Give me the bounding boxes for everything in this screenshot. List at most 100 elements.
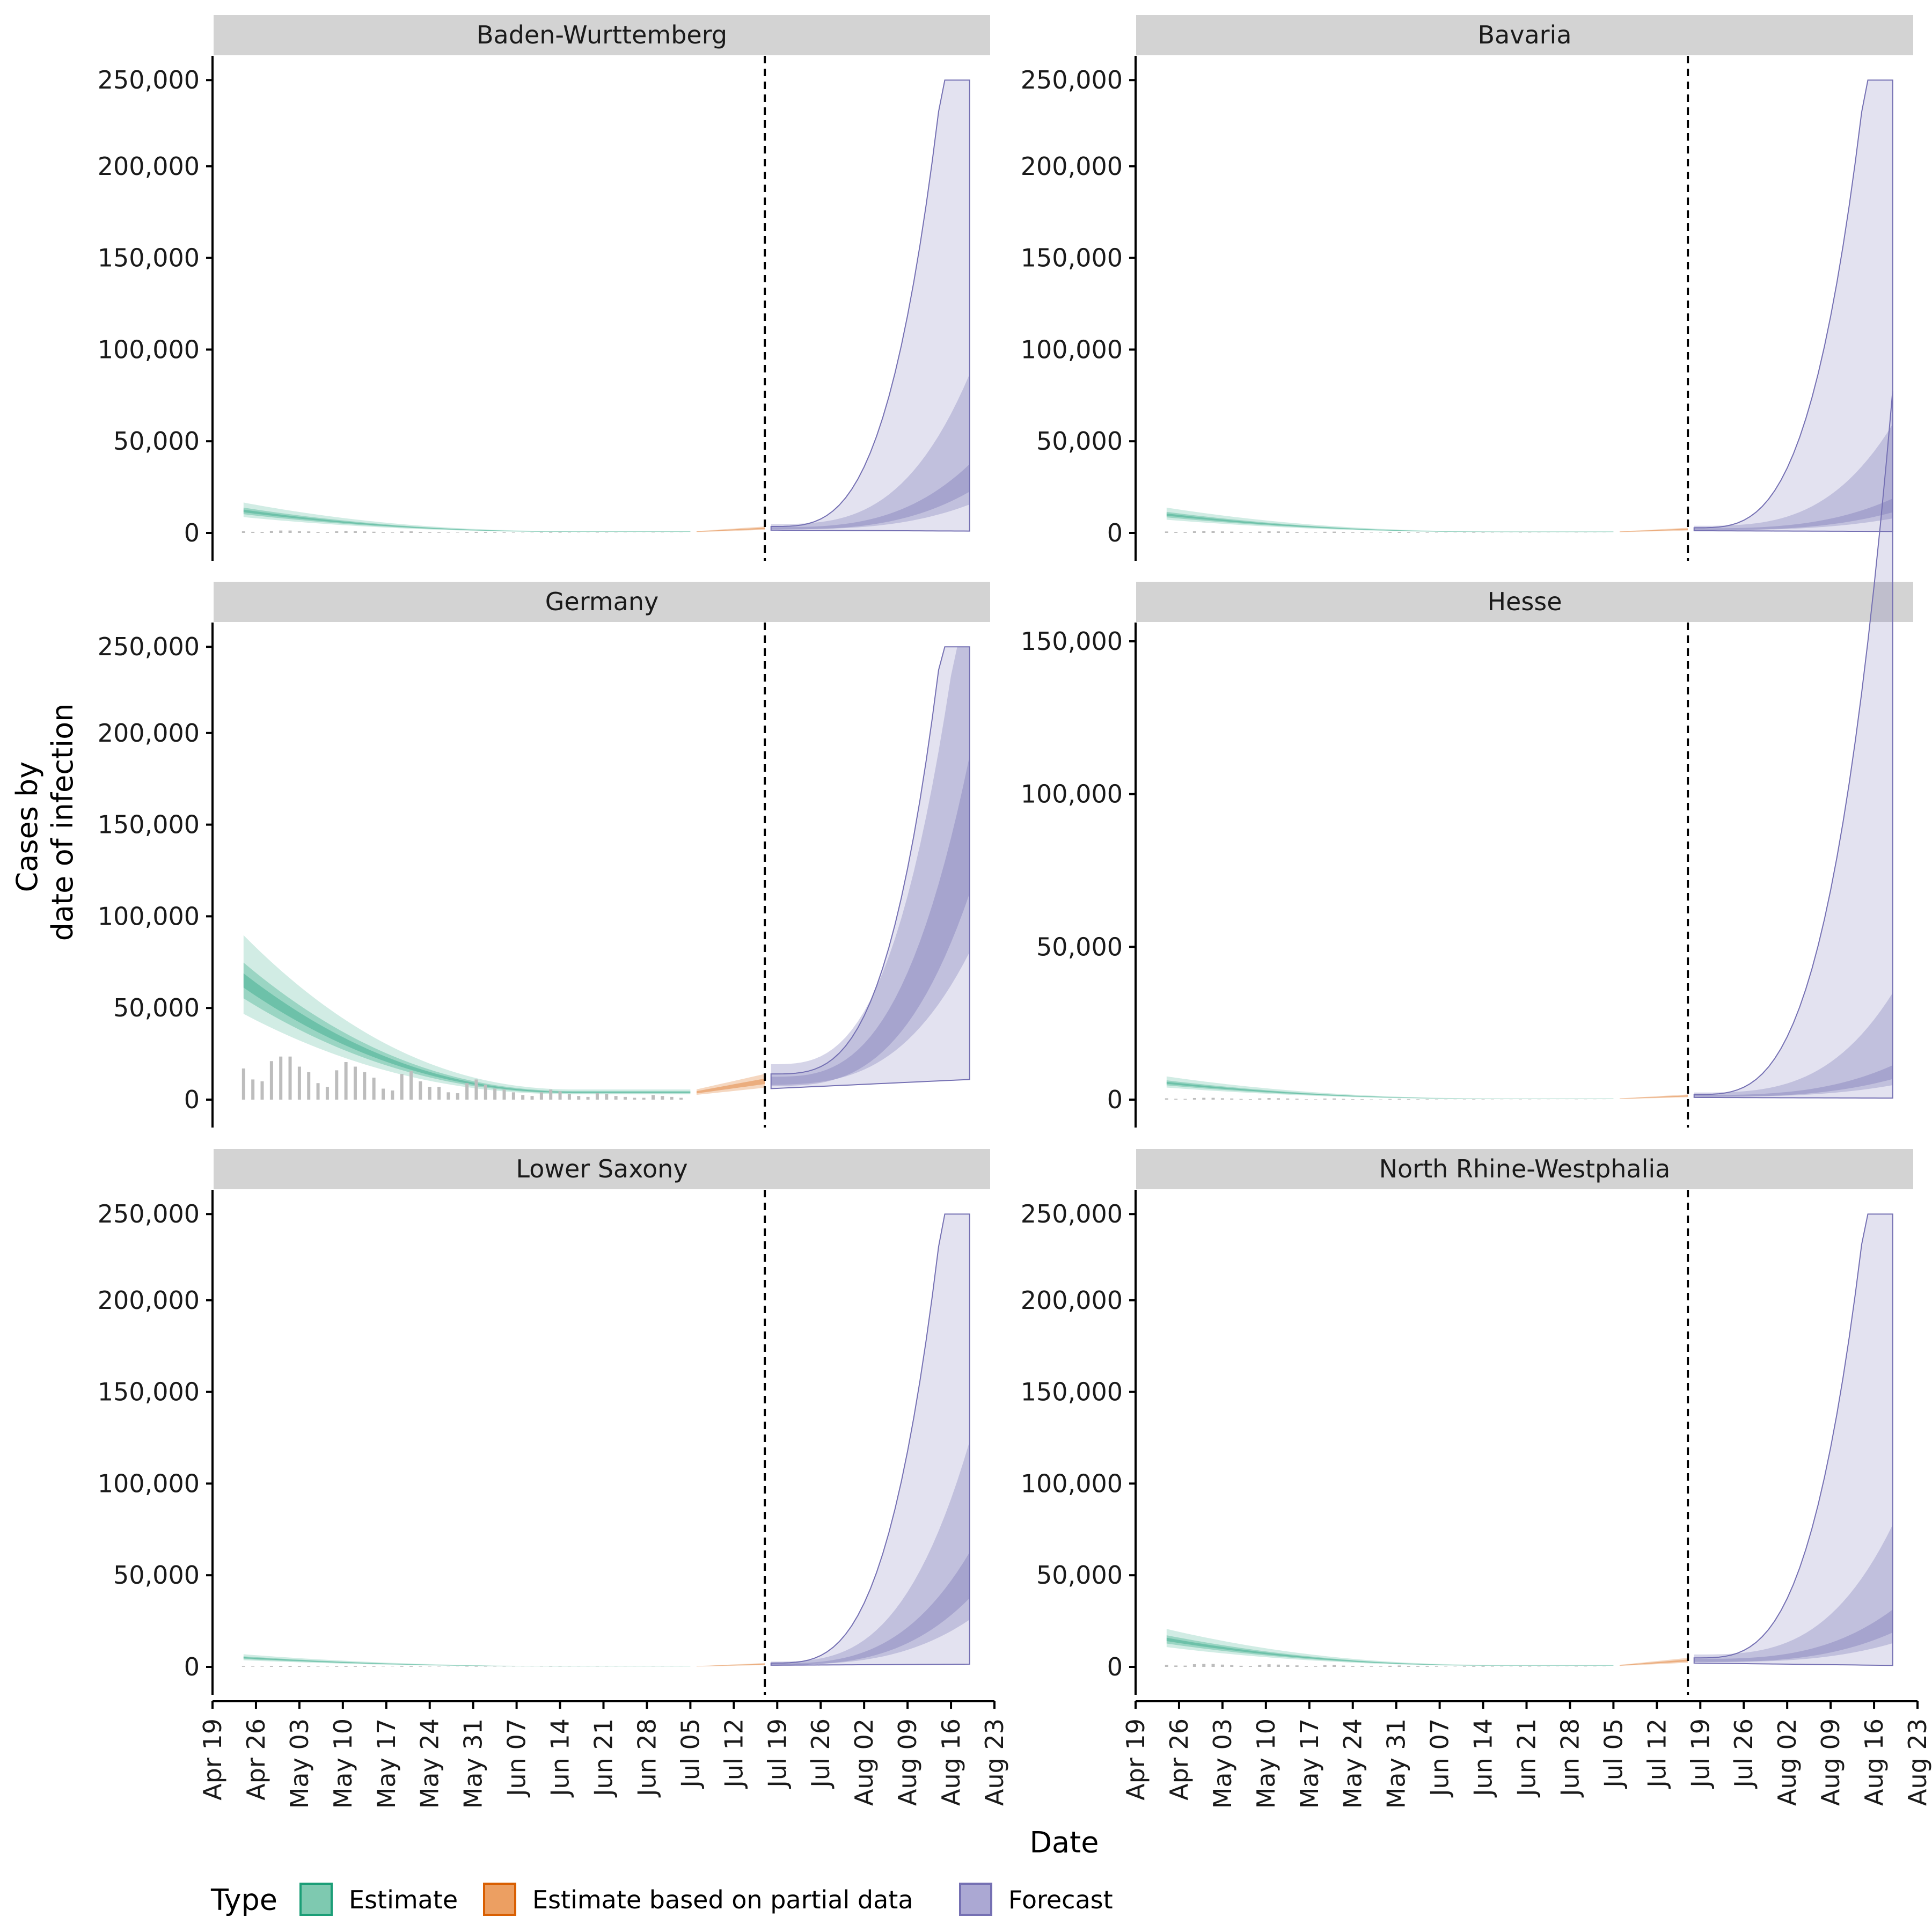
reported-case-bar [1276,1664,1280,1667]
reported-case-bar [307,1666,311,1667]
reported-case-bar [1360,1666,1364,1667]
y-tick-label: 200,000 [1021,152,1123,181]
reported-case-bar [316,1083,320,1100]
partial-band-90 [1619,528,1688,532]
estimate-band-20 [243,509,691,532]
x-tick-label: May 10 [328,1718,357,1809]
forecast-band-20 [771,1552,970,1665]
legend-item: Estimate [299,1883,458,1916]
facet-strip: Baden-Wurttemberg [214,15,990,55]
x-tick-label: Aug 02 [850,1718,879,1806]
reported-case-bar [1248,1099,1252,1100]
y-tick-label: 100,000 [98,335,200,364]
forecast-band-50 [771,374,970,530]
reported-case-bar [1183,532,1187,533]
partial-band-50 [1619,1095,1688,1099]
x-tick-label: Jul 12 [719,1718,748,1789]
reported-case-bar [260,1666,264,1667]
reported-case-bar [493,532,497,533]
reported-case-bar [549,532,553,533]
reported-case-bar [1258,1665,1262,1667]
reported-case-bar [391,532,394,533]
reported-case-bar [1472,1666,1476,1667]
x-tick-label: Jun 14 [546,1718,575,1798]
y-tick-label: 100,000 [1021,780,1123,809]
reported-case-bar [484,532,487,533]
y-tick-label: 50,000 [113,427,200,456]
facet-strip-background [1136,582,1913,622]
reported-case-bar [344,531,348,533]
reported-case-bar [1192,1664,1196,1667]
reported-case-bar [288,1666,292,1667]
reported-case-bar [1295,532,1299,533]
y-tick-label: 0 [1107,518,1123,547]
reported-case-bar [409,531,413,533]
y-tick-label: 150,000 [98,244,200,273]
forecast-band-20 [1694,1609,1893,1663]
reported-case-bar [279,1666,283,1667]
reported-case-bar [1518,1099,1522,1100]
y-tick-label: 0 [184,1085,200,1114]
forecast-band-20 [771,756,970,1086]
reported-case-bar [1333,1665,1336,1667]
forecast-band-50 [771,647,970,1085]
reported-case-bar [586,1096,590,1100]
reported-case-bar [530,1096,534,1100]
x-tick-label: Aug 23 [1903,1718,1932,1806]
reported-case-bar [325,1087,329,1100]
reported-case-bar [391,1090,394,1100]
reported-case-bar [1258,1098,1262,1100]
facet-strip-title: Baden-Wurttemberg [477,20,727,49]
reported-case-bar [1323,1098,1327,1100]
x-tick-label: May 24 [415,1718,444,1809]
reported-case-bar [670,1096,674,1100]
reported-case-bar [1192,531,1196,533]
reported-case-bar [1416,1099,1420,1100]
reported-case-bar [1314,1666,1318,1667]
reported-case-bar [1416,1666,1420,1667]
reported-case-bar [372,1078,376,1100]
y-tick-label: 250,000 [1021,1199,1123,1228]
reported-case-bar [1295,1665,1299,1667]
reported-case-bar [409,1071,413,1100]
x-tick-label: Jul 19 [1686,1718,1715,1789]
reported-case-bar [363,531,367,533]
reported-case-bar [1388,532,1392,533]
facet-panel: Baden-Wurttemberg 0 50,000 100,000 150,000 20… [98,15,990,561]
facet-panel: North Rhine-Westphalia 0 50,000 100,000 150,… [1021,1149,1932,1809]
reported-case-bar [251,1666,255,1667]
reported-case-bar [316,1666,320,1667]
reported-case-bar [567,1094,571,1100]
reported-case-bar [269,1061,273,1100]
x-tick-label: Jul 26 [1729,1718,1758,1789]
partial-band-90 [1619,1658,1688,1666]
facet-strip-background [214,582,990,622]
reported-case-bar [577,1096,581,1100]
y-tick-label: 0 [184,518,200,547]
reported-case-bar [1462,1099,1466,1100]
axis-titles: Date Cases by date of infection [10,704,1099,1860]
x-tick-label: Jul 26 [806,1718,835,1789]
reported-case-bar [1314,1099,1318,1100]
reported-case-bar [605,1094,609,1100]
y-tick-label: 0 [1107,1085,1123,1114]
partial-band-50 [696,1078,765,1094]
reported-case-bar [623,1096,627,1100]
reported-case-bar [1333,1098,1336,1100]
reported-case-bar [297,531,301,533]
y-tick-label: 150,000 [1021,1378,1123,1407]
y-tick-label: 200,000 [98,1286,200,1315]
reported-case-bar [1174,1665,1178,1667]
y-tick-label: 150,000 [1021,627,1123,656]
reported-case-bar [1481,532,1485,533]
estimate-band-50 [1166,1635,1614,1666]
facet-strip: Germany [214,582,990,622]
partial-band-50 [1619,1659,1688,1666]
reported-case-bar [1388,1665,1392,1667]
reported-case-bar [437,532,441,533]
forecast-band-90 [770,646,970,1089]
facet-strip: Bavaria [1136,15,1913,55]
reported-case-bar [400,1074,404,1100]
facet-strip-title: North Rhine-Westphalia [1379,1154,1671,1183]
reported-case-bar [344,1666,348,1667]
